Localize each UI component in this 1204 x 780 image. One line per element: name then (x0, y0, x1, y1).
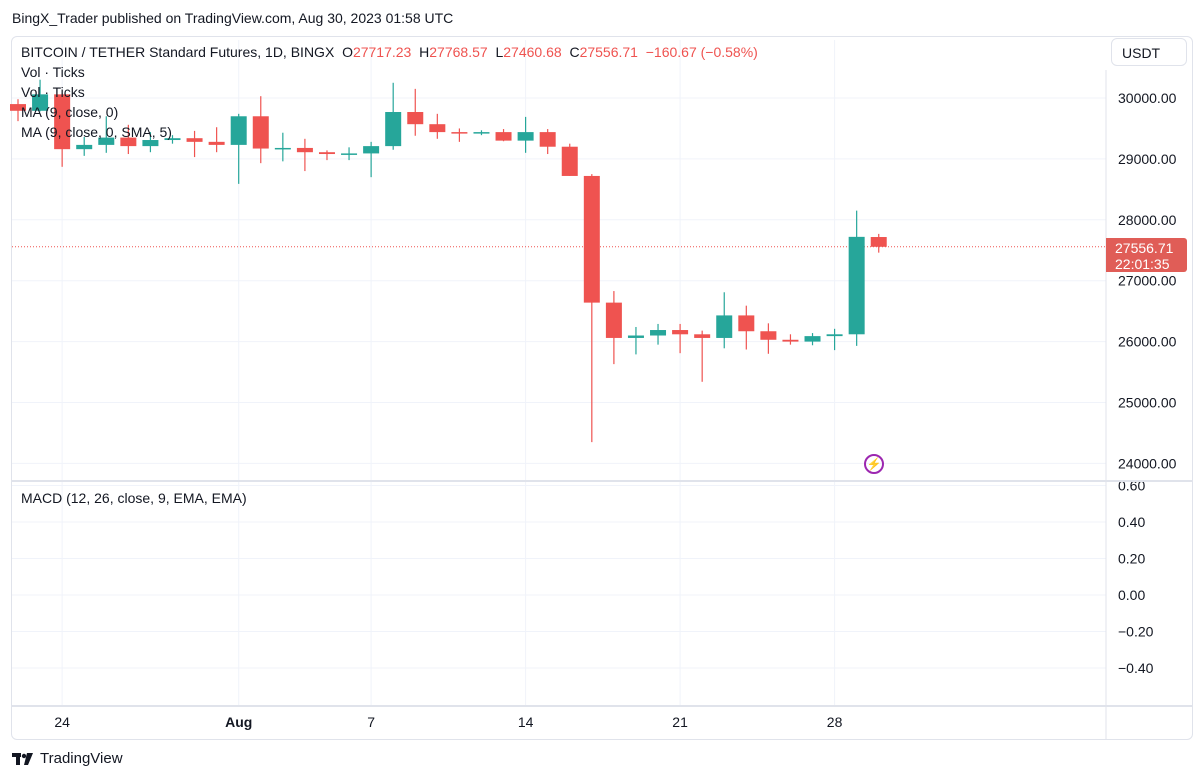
symbol-title: BITCOIN / TETHER Standard Futures, 1D, B… (21, 44, 335, 60)
candle-body-down (760, 331, 777, 340)
candle-body-down (186, 138, 203, 142)
candle-body-up (230, 116, 247, 145)
low-label: L (495, 44, 504, 60)
time-tick-label: 24 (54, 714, 70, 730)
indicator-ma-sma[interactable]: MA (9, close, 0, SMA, 5) (21, 124, 172, 140)
candle-body-down (583, 175, 600, 303)
candle-body-down (672, 330, 689, 335)
candle-body-up (341, 153, 358, 155)
price-tick-label: 25000.00 (1118, 395, 1177, 411)
candle-body-up (517, 132, 534, 141)
macd-legend[interactable]: MACD (12, 26, close, 9, EMA, EMA) (21, 490, 247, 506)
currency-button[interactable]: USDT (1111, 38, 1187, 66)
candle-body-down (407, 112, 424, 125)
candle-body-up (473, 132, 490, 134)
candle-body-down (782, 339, 799, 342)
candle-body-down (738, 315, 755, 332)
macd-tick-label: 0.20 (1118, 551, 1145, 567)
tradingview-logo-icon (12, 752, 33, 765)
candle-body-up (98, 137, 115, 145)
time-tick-label: Aug (225, 714, 252, 730)
candle-body-up (826, 334, 843, 337)
chart-frame (11, 36, 1193, 740)
publisher-line: BingX_Trader published on TradingView.co… (12, 10, 454, 26)
candle-body-down (495, 132, 512, 141)
candle-body-up (848, 236, 865, 335)
candle-body-down (296, 147, 313, 153)
high-label: H (419, 44, 430, 60)
candle-body-up (385, 112, 402, 147)
candle-body-down (429, 124, 446, 133)
indicator-ma[interactable]: MA (9, close, 0) (21, 104, 119, 120)
bar-countdown: 22:01:35 (1115, 256, 1170, 272)
candle-body-down (605, 302, 622, 338)
candle-body-down (561, 146, 578, 176)
macd-tick-label: −0.40 (1118, 660, 1154, 676)
price-tick-label: 27000.00 (1118, 273, 1177, 289)
lightning-icon[interactable]: ⚡ (864, 454, 884, 474)
macd-tick-label: 0.00 (1118, 587, 1145, 603)
price-tick-label: 30000.00 (1118, 90, 1177, 106)
candle-body-up (363, 146, 380, 154)
low-value: 27460.68 (503, 44, 562, 60)
candle-body-down (10, 104, 26, 111)
candle-body-up (804, 336, 821, 342)
close-label: C (569, 44, 580, 60)
high-value: 27768.57 (429, 44, 488, 60)
last-price: 27556.71 (1115, 240, 1174, 256)
open-value: 27717.23 (352, 44, 412, 60)
candle-body-down (120, 137, 137, 147)
candle-body-down (318, 152, 335, 155)
candle-body-down (252, 116, 269, 149)
indicator-vol-2[interactable]: Vol · Ticks (21, 84, 85, 100)
candle-body-up (716, 315, 733, 338)
candle-body-down (539, 132, 556, 147)
time-tick-label: 7 (367, 714, 375, 730)
open-label: O (342, 44, 353, 60)
indicator-vol-1[interactable]: Vol · Ticks (21, 64, 85, 80)
time-tick-label: 14 (518, 714, 534, 730)
price-tick-label: 28000.00 (1118, 212, 1177, 228)
time-tick-label: 28 (827, 714, 843, 730)
price-tick-label: 26000.00 (1118, 334, 1177, 350)
candle-body-up (650, 330, 667, 336)
macd-tick-label: −0.20 (1118, 624, 1154, 640)
symbol-legend[interactable]: BITCOIN / TETHER Standard Futures, 1D, B… (21, 42, 758, 62)
close-value: 27556.71 (579, 44, 638, 60)
price-tick-label: 24000.00 (1118, 455, 1177, 471)
chart-legend: BITCOIN / TETHER Standard Futures, 1D, B… (21, 42, 758, 142)
brand-name: TradingView (40, 750, 123, 767)
candle-body-down (694, 334, 711, 338)
price-tick-label: 29000.00 (1118, 151, 1177, 167)
candle-body-down (208, 141, 225, 145)
change-value: −160.67 (−0.58%) (645, 44, 758, 60)
time-tick-label: 21 (672, 714, 688, 730)
macd-tick-label: 0.60 (1118, 478, 1145, 494)
candle-body-up (76, 144, 93, 150)
macd-tick-label: 0.40 (1118, 514, 1145, 530)
candle-body-up (164, 138, 181, 141)
candle-body-up (32, 94, 49, 111)
last-price-tag: 27556.71 22:01:35 (1106, 238, 1187, 272)
candle-body-up (627, 335, 644, 338)
candle-body-up (274, 147, 291, 150)
tradingview-logo[interactable]: TradingView (12, 750, 123, 767)
candle-body-down (870, 237, 887, 247)
candle-body-down (451, 132, 468, 134)
candle-body-down (54, 94, 71, 150)
candle-body-up (142, 140, 159, 147)
